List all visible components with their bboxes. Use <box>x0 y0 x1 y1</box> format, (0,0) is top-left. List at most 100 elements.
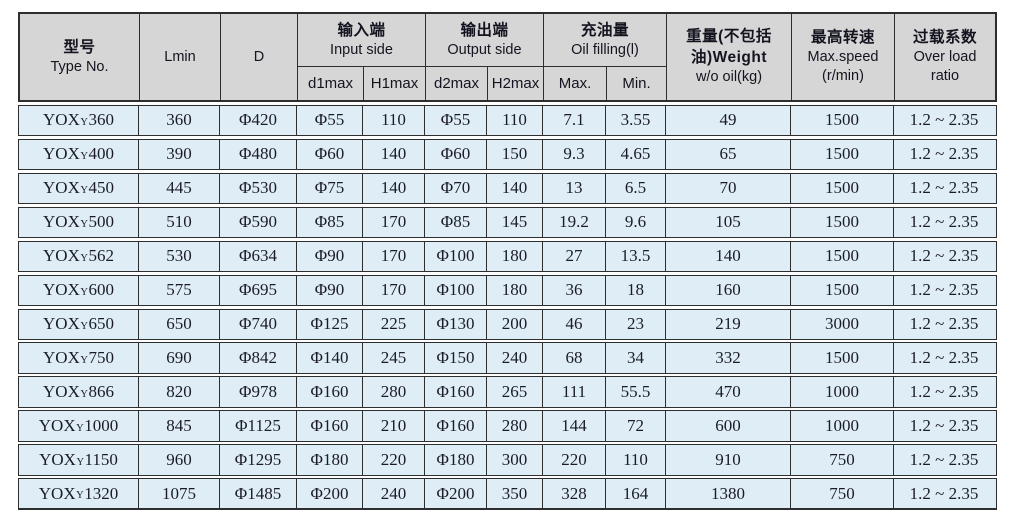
cell-type-no: YOX Y 866 <box>19 377 139 407</box>
cell-type-no: YOX Y 750 <box>19 343 139 373</box>
cell-type-no: YOX Y 562 <box>19 241 139 271</box>
header-type-no-zh: 型号 <box>63 38 96 56</box>
cell-weight: 910 <box>666 445 791 475</box>
cell-d2max: Φ200 <box>425 479 487 508</box>
cell-d1max: Φ90 <box>297 241 363 271</box>
cell-overload: 1.2 ~ 2.35 <box>909 450 979 470</box>
header-weight-zh: 重量(不包括 <box>686 28 772 46</box>
header-d-label: D <box>253 48 265 65</box>
cell-d2max: Φ100 <box>425 241 487 271</box>
type-size: 400 <box>88 144 114 164</box>
cell-d1max: Φ125 <box>297 309 363 339</box>
header-overload-en: Over load <box>913 49 977 66</box>
cell-d: Φ1125 <box>220 411 297 441</box>
cell-type-no: YOX Y 1000 <box>19 411 139 441</box>
cell-speed: 1500 <box>791 173 894 203</box>
header-d1max-label: d1max <box>307 74 354 92</box>
header-oil-filling: 充油量 Oil filling(l) <box>544 14 667 67</box>
cell-d2max: Φ180 <box>425 445 487 475</box>
type-subscript: Y <box>76 456 85 468</box>
cell-overload: 1.2 ~ 2.35 <box>909 212 979 232</box>
cell-oil-min: 23 <box>606 309 666 339</box>
cell-d: Φ590 <box>220 207 297 237</box>
cell-oil-max: 19.2 <box>543 207 606 237</box>
cell-weight: 65 <box>666 139 791 169</box>
type-prefix: YOX <box>39 450 76 470</box>
type-size: 866 <box>88 382 114 402</box>
cell-oil-min: 72 <box>606 411 666 441</box>
cell-d2max: Φ85 <box>425 207 487 237</box>
cell-speed: 1500 <box>791 105 894 135</box>
header-oil-max-label: Max. <box>558 74 592 92</box>
cell-h1max: 140 <box>363 173 425 203</box>
cell-oil-max: 13 <box>543 173 606 203</box>
table-row: YOX Y 500 510 Φ590 Φ85 170 Φ85 145 19.2 9.6 105 1500… <box>18 206 997 238</box>
cell-oil-min: 164 <box>606 479 666 508</box>
cell-d: Φ634 <box>220 241 297 271</box>
header-type-no-en: Type No. <box>50 58 109 75</box>
cell-oil-min: 110 <box>606 445 666 475</box>
cell-overload: 1.2 ~ 2.35 <box>909 314 979 334</box>
cell-h2max: 180 <box>487 241 543 271</box>
type-size: 1150 <box>84 450 118 470</box>
cell-overload: 1.2 ~ 2.35 <box>909 246 979 266</box>
cell-lmin: 510 <box>139 207 220 237</box>
header-oil-min: Min. <box>607 67 667 100</box>
cell-oil-min: 13.5 <box>606 241 666 271</box>
cell-oil-max: 144 <box>543 411 606 441</box>
header-input-side-zh: 输入端 <box>337 21 386 39</box>
cell-oil-max: 328 <box>543 479 606 508</box>
cell-h1max: 210 <box>363 411 425 441</box>
header-overload-ratio: 过载系数 Over load ratio <box>895 14 995 100</box>
cell-h2max: 265 <box>487 377 543 407</box>
header-h1max-label: H1max <box>370 74 419 92</box>
type-prefix: YOX <box>43 348 80 368</box>
header-lmin: Lmin <box>140 14 221 100</box>
cell-lmin: 575 <box>139 275 220 305</box>
cell-d1max: Φ160 <box>297 377 363 407</box>
cell-type-no: YOX Y 400 <box>19 139 139 169</box>
cell-overload: 1.2 ~ 2.35 <box>909 483 979 503</box>
type-size: 360 <box>88 110 114 130</box>
cell-oil-min: 9.6 <box>606 207 666 237</box>
type-size: 1000 <box>84 416 119 436</box>
cell-lmin: 360 <box>139 105 220 135</box>
cell-speed: 1500 <box>791 343 894 373</box>
header-d2max-label: d2max <box>433 74 480 92</box>
cell-lmin: 650 <box>139 309 220 339</box>
header-h1max: H1max <box>364 67 426 100</box>
header-lmin-label: Lmin <box>164 48 196 65</box>
cell-speed: 1500 <box>791 207 894 237</box>
header-h2max-label: H2max <box>491 74 540 92</box>
type-subscript: Y <box>80 286 88 298</box>
header-type-no: 型号 Type No. <box>20 14 140 100</box>
type-subscript: Y <box>80 218 88 230</box>
cell-lmin: 530 <box>139 241 220 271</box>
cell-oil-max: 36 <box>543 275 606 305</box>
type-subscript: Y <box>80 320 88 332</box>
cell-overload: 1.2 ~ 2.35 <box>909 178 979 198</box>
cell-weight: 160 <box>666 275 791 305</box>
cell-d: Φ530 <box>220 173 297 203</box>
header-d1max: d1max <box>298 67 364 100</box>
table-header: 型号 Type No. Lmin D 输入端 Input side 输出端 Ou… <box>18 12 997 102</box>
header-overload-zh: 过载系数 <box>912 29 977 47</box>
cell-d1max: Φ140 <box>297 343 363 373</box>
cell-overload: 1.2 ~ 2.35 <box>909 110 979 130</box>
cell-oil-max: 27 <box>543 241 606 271</box>
cell-oil-min: 55.5 <box>606 377 666 407</box>
cell-h1max: 140 <box>363 139 425 169</box>
type-size: 450 <box>88 178 114 198</box>
header-weight-unit: w/o oil(kg) <box>695 68 763 85</box>
header-oil-filling-zh: 充油量 <box>580 21 629 39</box>
cell-weight: 219 <box>666 309 791 339</box>
type-prefix: YOX <box>43 110 80 130</box>
cell-speed: 1000 <box>791 377 894 407</box>
cell-d2max: Φ150 <box>425 343 487 373</box>
cell-speed: 3000 <box>791 309 894 339</box>
cell-weight: 49 <box>666 105 791 135</box>
cell-d: Φ420 <box>220 105 297 135</box>
header-max-speed-zh: 最高转速 <box>810 29 875 47</box>
table-row: YOX Y 562 530 Φ634 Φ90 170 Φ100 180 27 13.5 140 1500… <box>18 240 997 272</box>
cell-speed: 1500 <box>791 241 894 271</box>
